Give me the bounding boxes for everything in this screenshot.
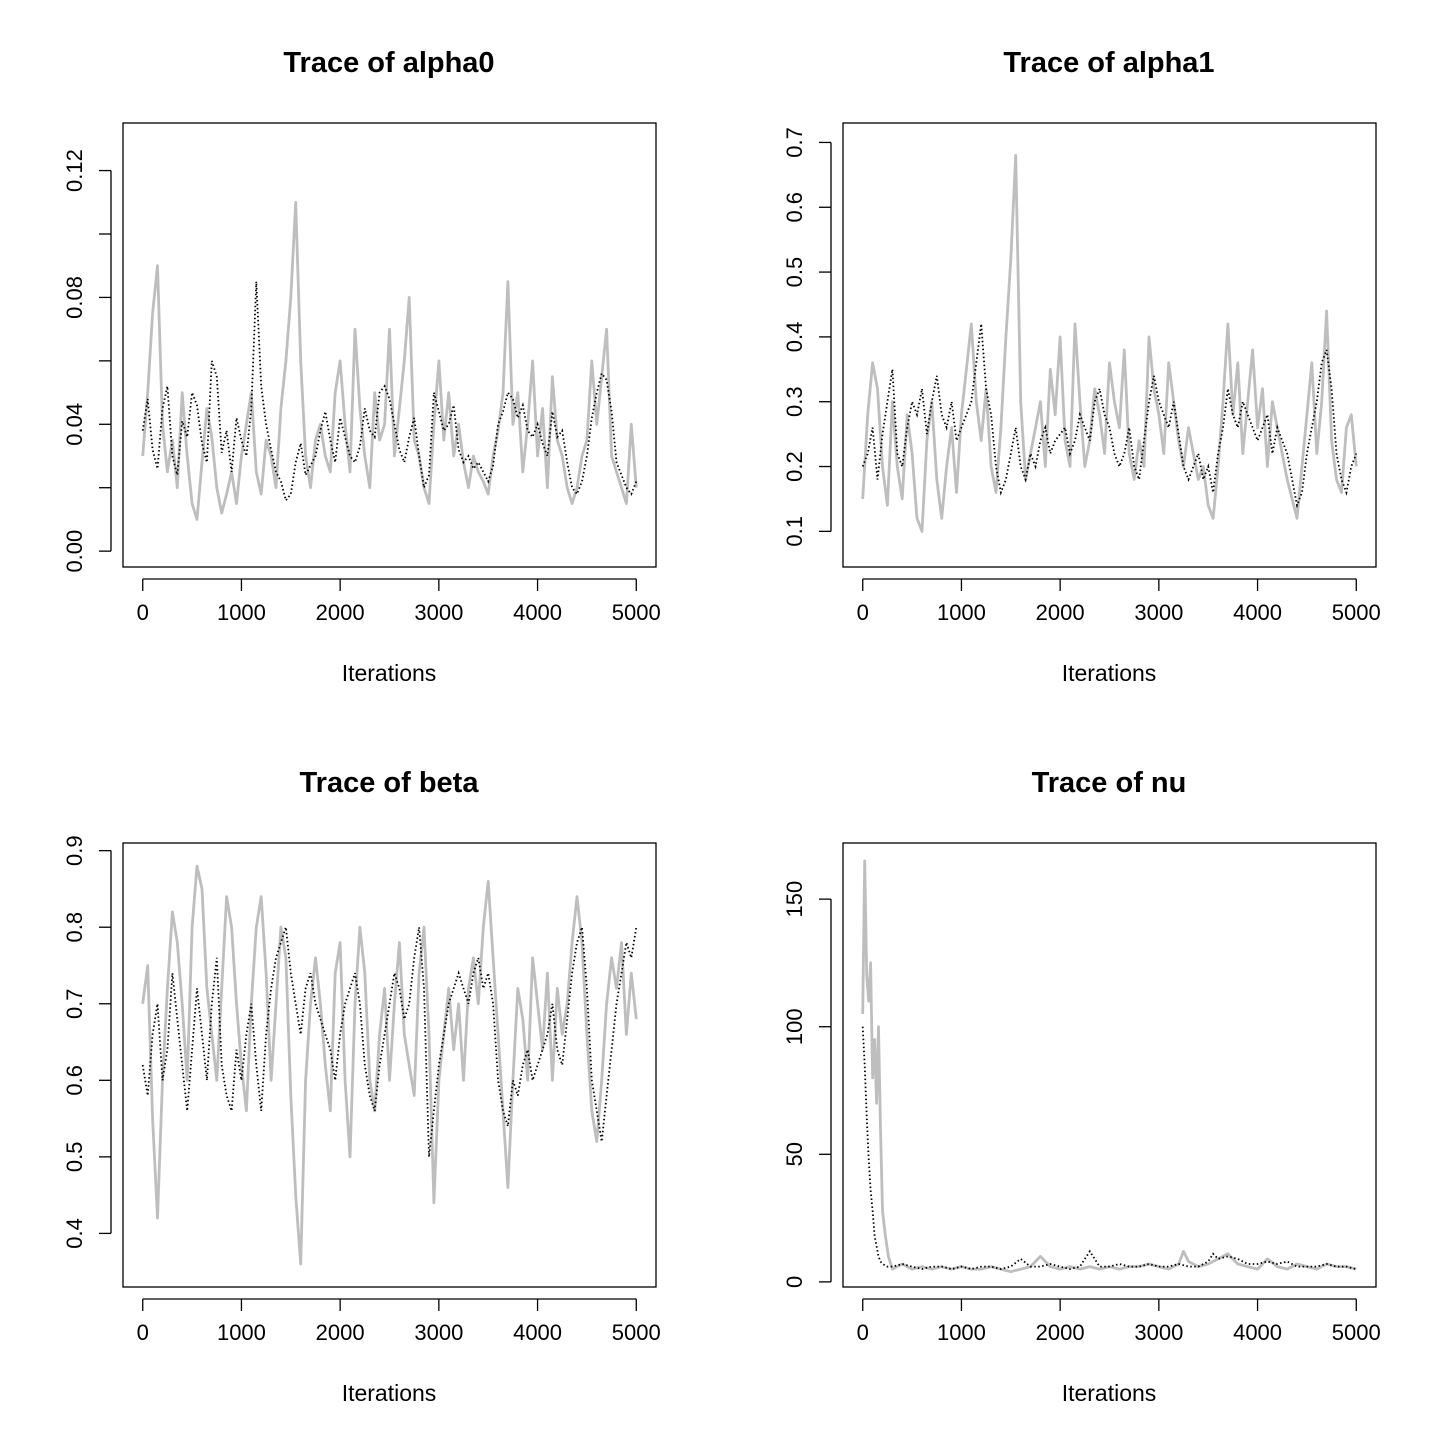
panel-trace-alpha0: Trace of alpha0 Iterations 0 1000 2000 3000… bbox=[62, 47, 661, 686]
x-tick-label: 3000 bbox=[414, 1320, 463, 1345]
y-tick-label: 0.5 bbox=[62, 1142, 87, 1173]
x-axis-label: Iterations bbox=[342, 1380, 437, 1406]
plot-frame bbox=[842, 122, 1377, 568]
x-tick-label: 2000 bbox=[316, 600, 365, 625]
panel-trace-alpha1: Trace of alpha1 Iterations 0 1000 2000 3000… bbox=[782, 47, 1381, 686]
x-tick-label: 0 bbox=[857, 1320, 869, 1345]
x-tick-label: 1000 bbox=[937, 1320, 986, 1345]
x-axis-label: Iterations bbox=[1062, 660, 1157, 686]
y-tick-label: 0.6 bbox=[782, 192, 807, 223]
trace-line-chain-1 bbox=[141, 281, 638, 503]
trace-line-chain-2 bbox=[141, 864, 638, 1266]
y-axis: 0.4 0.5 0.6 0.7 0.8 0.9 bbox=[62, 835, 112, 1249]
y-tick-label: 0.9 bbox=[62, 835, 87, 866]
trace-line-chain-2 bbox=[861, 859, 1357, 1274]
panel-trace-nu: Trace of nu Iterations 0 1000 2000 3000 4000… bbox=[782, 767, 1381, 1406]
y-tick-label: 0.7 bbox=[62, 988, 87, 1019]
x-tick-label: 4000 bbox=[1233, 600, 1282, 625]
y-tick-label: 50 bbox=[782, 1142, 807, 1166]
y-tick-label: 0.8 bbox=[62, 912, 87, 943]
x-tick-label: 0 bbox=[137, 600, 149, 625]
x-tick-label: 5000 bbox=[612, 1320, 661, 1345]
y-tick-label: 0.5 bbox=[782, 257, 807, 288]
x-tick-label: 4000 bbox=[513, 1320, 562, 1345]
x-tick-label: 0 bbox=[137, 1320, 149, 1345]
y-tick-label: 0.1 bbox=[782, 516, 807, 547]
y-tick-label: 0.4 bbox=[782, 322, 807, 353]
x-axis: 0 1000 2000 3000 4000 5000 bbox=[137, 578, 661, 625]
x-axis: 0 1000 2000 3000 4000 5000 bbox=[857, 578, 1381, 625]
y-axis: 0 50 100 150 bbox=[782, 881, 832, 1288]
trace-line-chain-1 bbox=[861, 1026, 1357, 1271]
x-axis: 0 1000 2000 3000 4000 5000 bbox=[137, 1298, 661, 1345]
y-tick-label: 0.12 bbox=[62, 149, 87, 192]
y-tick-label: 0 bbox=[782, 1276, 807, 1288]
x-tick-label: 1000 bbox=[217, 1320, 266, 1345]
y-tick-label: 0.04 bbox=[62, 403, 87, 446]
y-tick-label: 0.4 bbox=[62, 1218, 87, 1249]
y-axis: 0.00 0.04 0.08 0.12 bbox=[62, 149, 112, 573]
plot-frame bbox=[122, 842, 657, 1288]
trace-line-chain-1 bbox=[141, 926, 638, 1157]
panel-title: Trace of alpha1 bbox=[1003, 47, 1214, 79]
x-axis: 0 1000 2000 3000 4000 5000 bbox=[857, 1298, 1381, 1345]
y-tick-label: 0.2 bbox=[782, 451, 807, 482]
y-tick-label: 150 bbox=[782, 881, 807, 918]
x-tick-label: 4000 bbox=[513, 600, 562, 625]
x-tick-label: 5000 bbox=[612, 600, 661, 625]
x-tick-label: 4000 bbox=[1233, 1320, 1282, 1345]
x-tick-label: 1000 bbox=[217, 600, 266, 625]
x-tick-label: 3000 bbox=[414, 600, 463, 625]
plot-frame bbox=[842, 842, 1377, 1288]
y-tick-label: 100 bbox=[782, 1008, 807, 1045]
x-tick-label: 3000 bbox=[1134, 1320, 1183, 1345]
x-axis-label: Iterations bbox=[1062, 1380, 1157, 1406]
x-tick-label: 1000 bbox=[937, 600, 986, 625]
x-tick-label: 5000 bbox=[1332, 600, 1381, 625]
x-tick-label: 2000 bbox=[1036, 600, 1085, 625]
plot-frame bbox=[122, 122, 657, 568]
x-axis-label: Iterations bbox=[342, 660, 437, 686]
x-tick-label: 0 bbox=[857, 600, 869, 625]
x-tick-label: 2000 bbox=[1036, 1320, 1085, 1345]
trace-line-chain-2 bbox=[141, 200, 638, 521]
panel-trace-beta: Trace of beta Iterations 0 1000 2000 3000 40… bbox=[62, 767, 661, 1406]
x-tick-label: 3000 bbox=[1134, 600, 1183, 625]
y-axis: 0.1 0.2 0.3 0.4 0.5 0.6 0.7 bbox=[782, 127, 832, 547]
panel-title: Trace of alpha0 bbox=[283, 47, 494, 79]
y-tick-label: 0.08 bbox=[62, 276, 87, 319]
x-tick-label: 5000 bbox=[1332, 1320, 1381, 1345]
y-tick-label: 0.6 bbox=[62, 1065, 87, 1096]
x-tick-label: 2000 bbox=[316, 1320, 365, 1345]
y-tick-label: 0.00 bbox=[62, 530, 87, 573]
y-tick-label: 0.3 bbox=[782, 386, 807, 417]
panel-title: Trace of beta bbox=[300, 767, 480, 799]
trace-line-chain-1 bbox=[861, 323, 1358, 509]
y-tick-label: 0.7 bbox=[782, 127, 807, 158]
panel-title: Trace of nu bbox=[1032, 767, 1187, 799]
trace-line-chain-2 bbox=[861, 153, 1358, 533]
